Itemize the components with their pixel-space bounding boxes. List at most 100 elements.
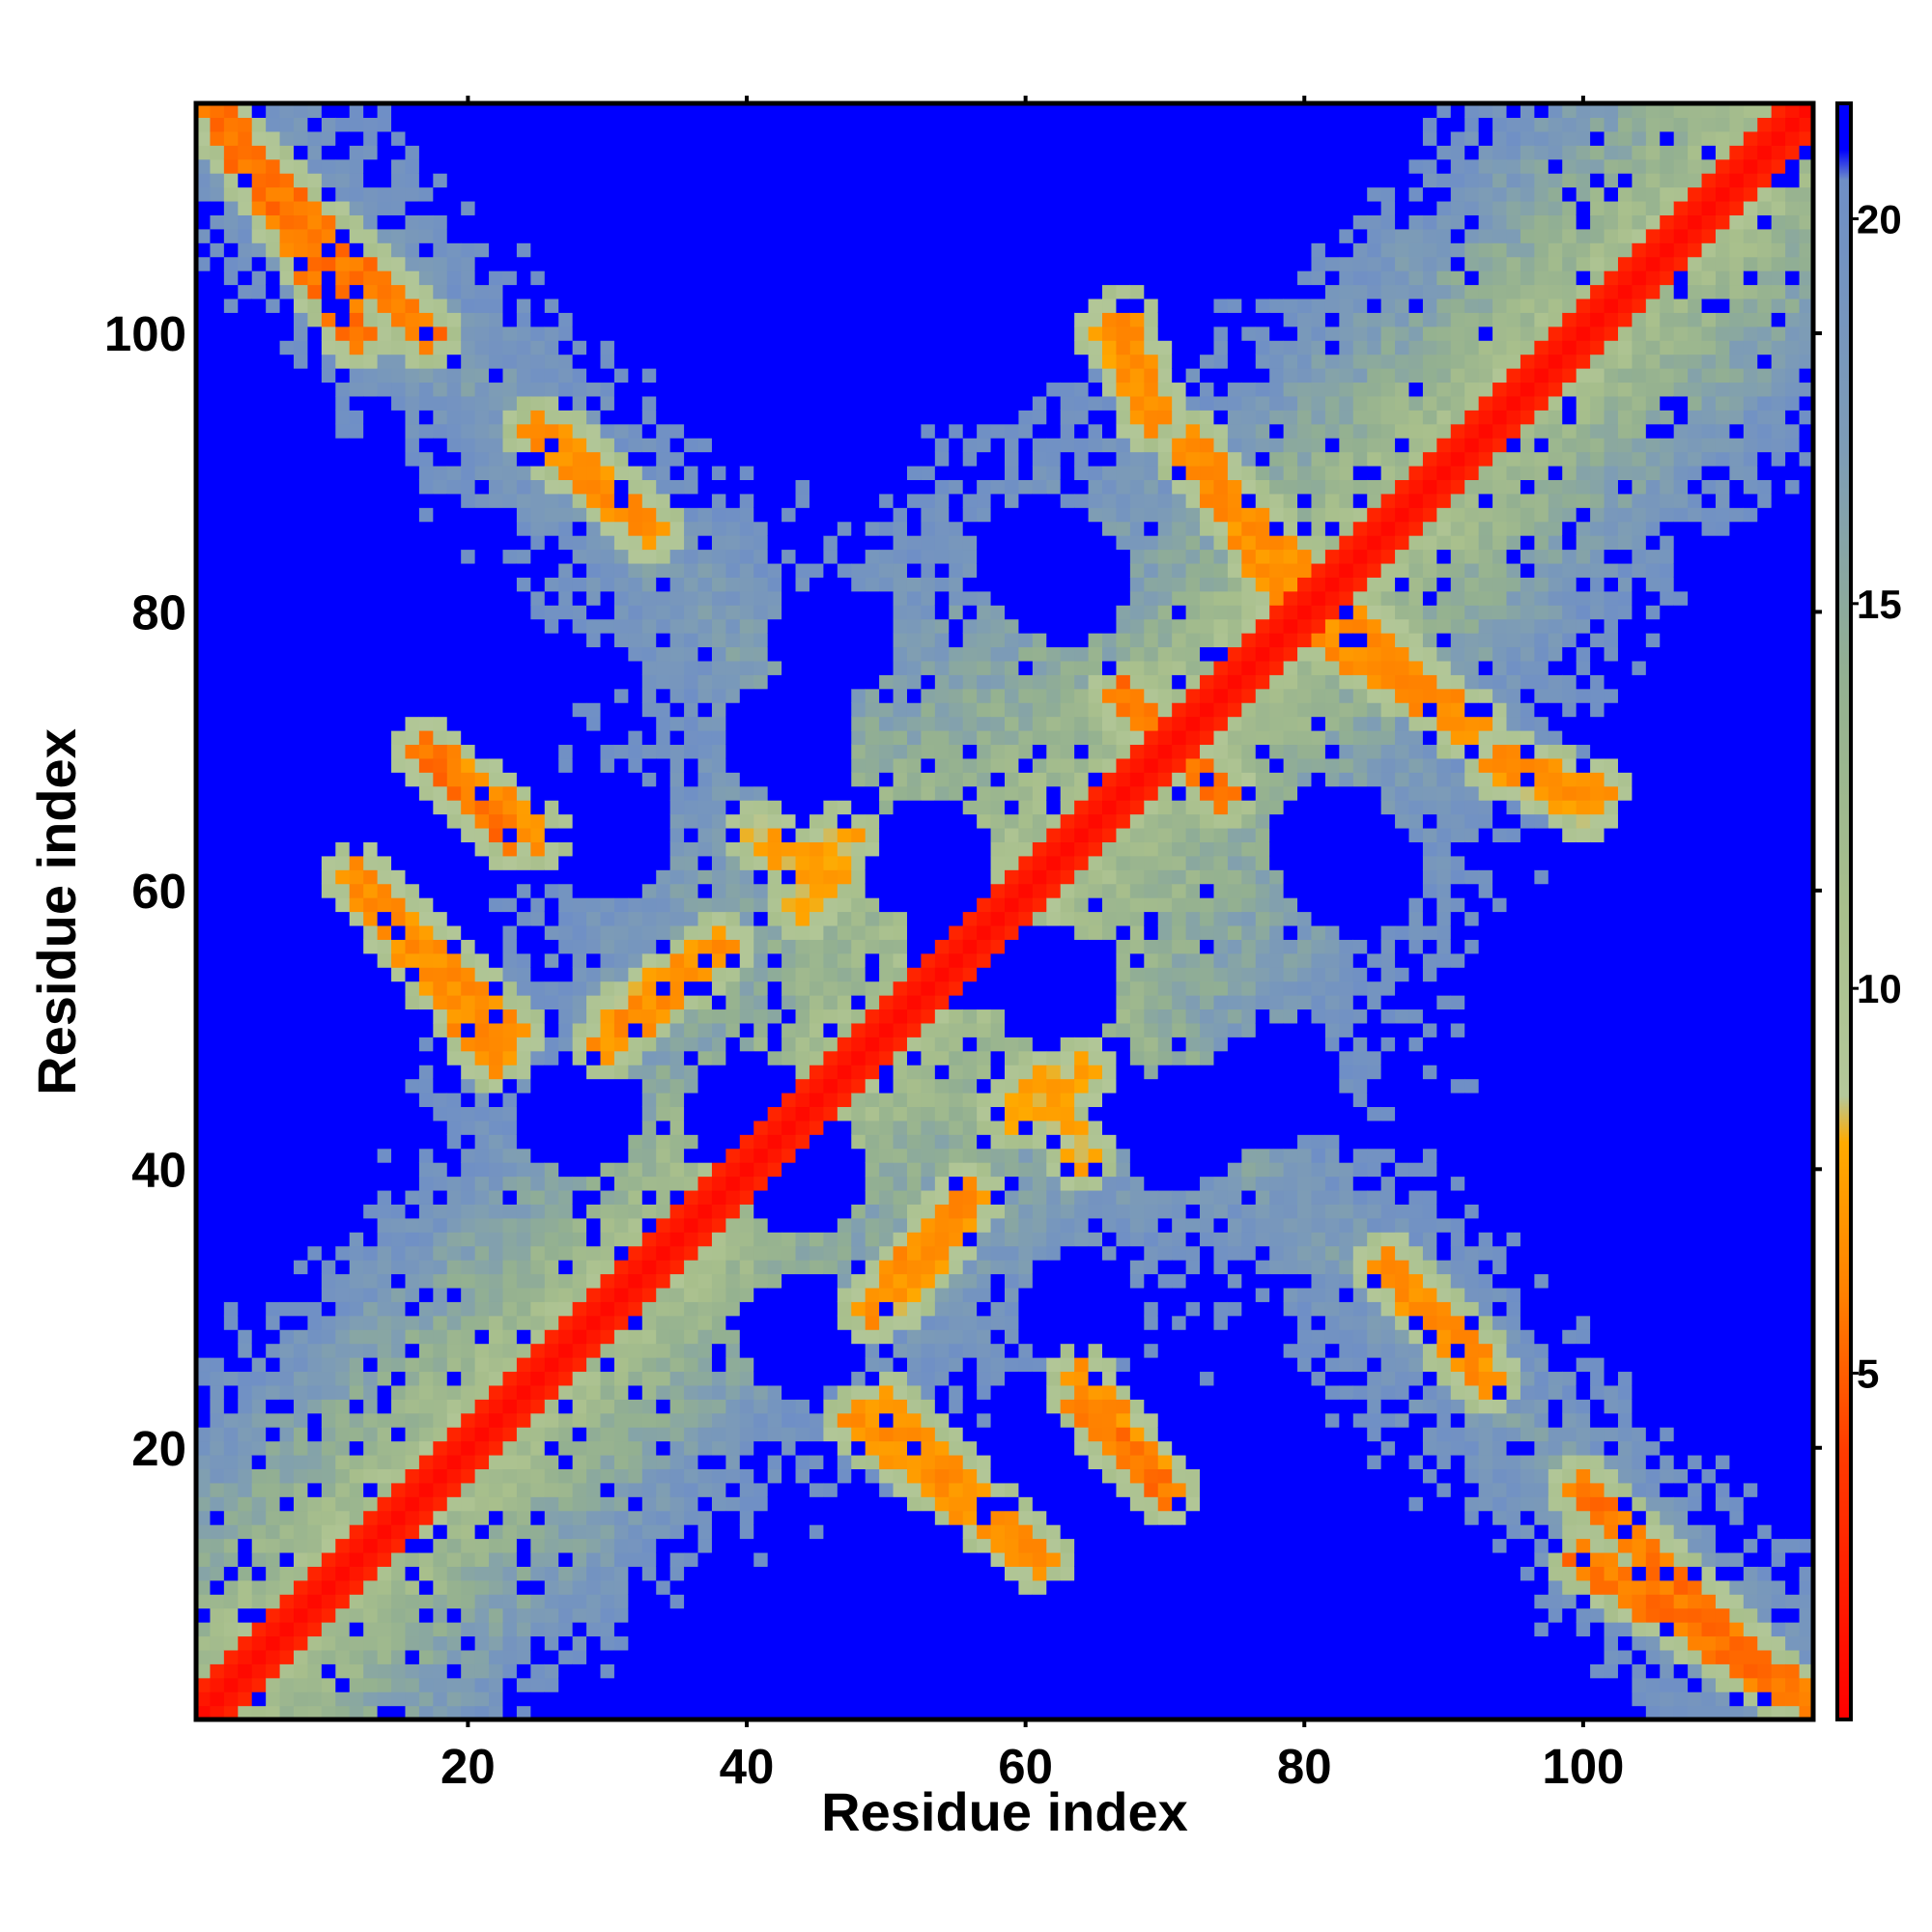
heatmap-cell (739, 827, 754, 842)
heatmap-cell (266, 186, 281, 202)
heatmap-cell (739, 716, 754, 731)
heatmap-cell (474, 326, 490, 341)
heatmap-cell (418, 1315, 434, 1330)
heatmap-cell (489, 270, 504, 286)
heatmap-cell (223, 312, 239, 327)
heatmap-cell (489, 284, 504, 299)
heatmap-cell (307, 562, 323, 578)
heatmap-cell (544, 1176, 559, 1191)
heatmap-cell (684, 660, 699, 675)
heatmap-cell (502, 438, 518, 453)
heatmap-cell (767, 242, 782, 258)
heatmap-cell (725, 1524, 741, 1540)
heatmap-cell (391, 1148, 407, 1163)
heatmap-cell (363, 1050, 379, 1065)
heatmap-cell (767, 716, 782, 731)
heatmap-cell (335, 395, 351, 411)
heatmap-cell (251, 1343, 267, 1358)
heatmap-cell (725, 465, 741, 480)
heatmap-cell (321, 590, 336, 606)
heatmap-cell (349, 1273, 364, 1289)
heatmap-cell (294, 827, 309, 842)
heatmap-cell (753, 256, 769, 271)
heatmap-cell (767, 605, 782, 620)
heatmap-cell (307, 395, 323, 411)
heatmap-cell (474, 1009, 490, 1024)
heatmap-cell (266, 1176, 281, 1191)
heatmap-cell (266, 1607, 281, 1623)
heatmap-cell (433, 1120, 448, 1135)
heatmap-cell (613, 924, 629, 940)
heatmap-cell (405, 646, 420, 662)
heatmap-cell (753, 869, 769, 885)
heatmap-cell (767, 1245, 782, 1261)
heatmap-cell (628, 535, 643, 551)
heatmap-cell (586, 674, 602, 690)
heatmap-cell (377, 980, 392, 996)
heatmap-cell (446, 1189, 462, 1205)
heatmap-cell (628, 521, 643, 536)
heatmap-cell (363, 1022, 379, 1037)
heatmap-cell (753, 1022, 769, 1037)
heatmap-cell (489, 186, 504, 202)
heatmap-cell (377, 995, 392, 1010)
heatmap-cell (377, 813, 392, 829)
heatmap-cell (349, 1371, 364, 1386)
heatmap-cell (474, 1371, 490, 1386)
heatmap-cell (321, 1273, 336, 1289)
heatmap-cell (391, 1204, 407, 1219)
heatmap-cell (446, 1649, 462, 1664)
heatmap-cell (196, 1635, 212, 1651)
heatmap-cell (349, 1663, 364, 1679)
heatmap-cell (725, 130, 741, 146)
heatmap-cell (628, 1371, 643, 1386)
heatmap-cell (600, 1663, 615, 1679)
heatmap-cell (613, 395, 629, 411)
heatmap-cell (711, 688, 726, 703)
heatmap-cell (363, 757, 379, 773)
heatmap-cell (641, 1287, 657, 1302)
heatmap-cell (251, 841, 267, 857)
heatmap-cell (502, 813, 518, 829)
heatmap-cell (572, 1260, 587, 1275)
heatmap-cell (335, 618, 351, 634)
heatmap-cell (489, 841, 504, 857)
heatmap-cell (767, 730, 782, 746)
heatmap-cell (600, 1594, 615, 1609)
heatmap-cell (641, 423, 657, 439)
heatmap-cell (223, 1496, 239, 1512)
heatmap-cell (446, 130, 462, 146)
heatmap-cell (600, 173, 615, 188)
heatmap-cell (474, 340, 490, 355)
heatmap-cell (697, 1454, 713, 1469)
heatmap-cell (279, 1510, 295, 1525)
heatmap-cell (613, 535, 629, 551)
heatmap-cell (349, 228, 364, 243)
heatmap-cell (210, 813, 225, 829)
heatmap-cell (711, 1496, 726, 1512)
heatmap-cell (223, 535, 239, 551)
heatmap-cell (558, 939, 574, 954)
heatmap-cell (739, 1343, 754, 1358)
heatmap-cell (210, 618, 225, 634)
heatmap-cell (349, 577, 364, 592)
heatmap-cell (586, 1482, 602, 1497)
heatmap-cell (572, 702, 587, 718)
heatmap-cell (321, 1551, 336, 1567)
heatmap-cell (697, 340, 713, 355)
heatmap-cell (363, 924, 379, 940)
heatmap-cell (767, 423, 782, 439)
heatmap-cell (544, 1551, 559, 1567)
heatmap-cell (684, 1009, 699, 1024)
heatmap-cell (613, 757, 629, 773)
heatmap-cell (767, 869, 782, 885)
heatmap-cell (266, 1427, 281, 1442)
heatmap-cell (418, 1566, 434, 1581)
heatmap-cell (238, 1677, 253, 1692)
heatmap-cell (418, 1148, 434, 1163)
heatmap-cell (613, 1524, 629, 1540)
heatmap-cell (294, 800, 309, 815)
heatmap-cell (461, 1078, 476, 1094)
heatmap-cell (335, 1050, 351, 1065)
heatmap-cell (196, 911, 212, 926)
